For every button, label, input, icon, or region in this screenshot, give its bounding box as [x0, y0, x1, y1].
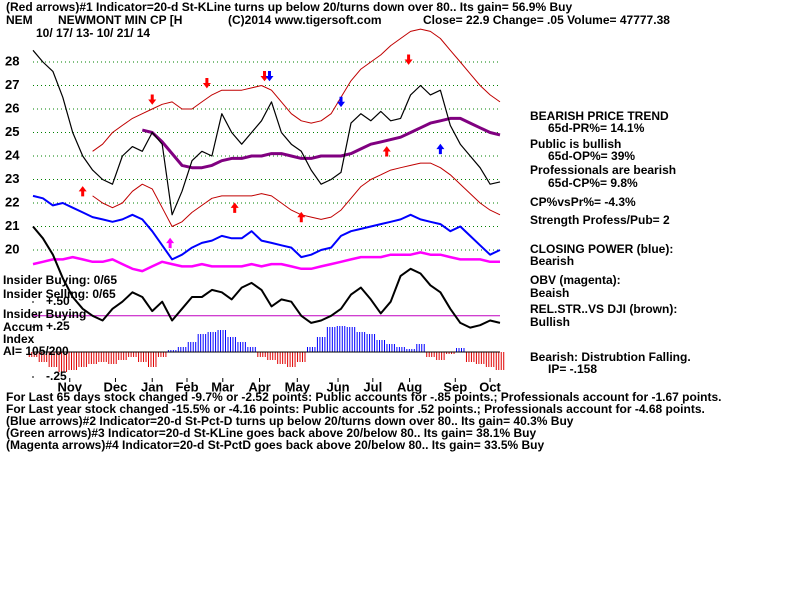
x-tick-label: Dec [104, 379, 128, 394]
status-text: Professionals are bearish [530, 163, 676, 177]
status-text: Bullish [530, 315, 570, 329]
y-tick-label: 27 [5, 77, 19, 92]
x-tick-label: Sep [443, 379, 467, 394]
left-label: Insider Selling: 0/65 [3, 287, 116, 301]
quote: Close= 22.9 Change= .05 Volume= 47777.38 [423, 13, 670, 27]
status-text: Beaish [530, 286, 569, 300]
x-tick-label: Nov [57, 379, 82, 394]
signal-arrow [166, 237, 175, 249]
ai-tick-label: +.50 [46, 294, 70, 308]
signal-arrow [265, 70, 274, 82]
status-text: 65d-PR%= 14.1% [548, 121, 645, 135]
series-line [32, 49, 501, 216]
status-text: BEARISH PRICE TREND [530, 109, 669, 123]
y-tick-label: 23 [5, 171, 19, 186]
company-name: NEWMONT MIN CP [H [58, 13, 182, 27]
status-text: IP= -.158 [548, 362, 597, 376]
header-line: (Red arrows)#1 Indicator=20-d St-KLine t… [6, 0, 572, 14]
footer-line: (Blue arrows)#2 Indicator=20-d St-Pct-D … [6, 414, 574, 428]
status-text: Bearish: Distrubtion Falling. [530, 350, 691, 364]
status-text: Public is bullish [530, 137, 621, 151]
status-text: 65d-CP%= 9.8% [548, 176, 638, 190]
symbol: NEM [6, 13, 33, 27]
series-line [32, 225, 501, 329]
y-tick-label: 25 [5, 124, 19, 139]
x-tick-label: Jan [141, 379, 163, 394]
x-tick-label: Mar [211, 379, 234, 394]
date-range: 10/ 17/ 13- 10/ 21/ 14 [36, 26, 150, 40]
y-tick-label: 24 [5, 147, 20, 162]
y-tick-label: 22 [5, 194, 19, 209]
signal-arrow [230, 202, 239, 213]
footer-line: (Green arrows)#3 Indicator=20-d St-KLine… [6, 426, 537, 440]
signal-arrow [297, 211, 306, 223]
series-line [32, 194, 501, 261]
signal-arrow [202, 78, 211, 89]
x-tick-label: Jul [363, 379, 382, 394]
status-text: CLOSING POWER (blue): [530, 242, 673, 256]
left-label: Insider Buying [3, 307, 86, 321]
series-line [141, 116, 501, 170]
y-tick-label: 20 [5, 241, 19, 256]
signal-arrow [436, 143, 445, 155]
y-tick-label: 26 [5, 100, 19, 115]
x-tick-label: May [285, 379, 311, 394]
copyright: (C)2014 www.tigersoft.com [228, 13, 382, 27]
left-label: Insider Buying: 0/65 [3, 273, 117, 287]
signal-arrow [78, 186, 87, 197]
left-label: AI= 105/200 [3, 344, 69, 358]
y-tick-label: 28 [5, 53, 19, 68]
x-tick-label: Jun [326, 379, 349, 394]
series-line [32, 251, 500, 273]
footer-line: (Magenta arrows)#4 Indicator=20-d St-Pct… [6, 438, 545, 452]
series-line [92, 28, 501, 152]
status-text: REL.STR..VS DJI (brown): [530, 302, 677, 316]
signal-arrow [404, 54, 413, 65]
x-tick-label: Aug [397, 379, 422, 394]
signal-arrow [337, 96, 346, 108]
left-label: Index [3, 332, 35, 346]
signal-arrow [382, 146, 391, 157]
x-tick-label: Oct [479, 379, 501, 394]
status-text: Bearish [530, 254, 574, 268]
x-tick-label: Apr [248, 379, 270, 394]
series-line [92, 162, 501, 227]
status-text: CP%vsPr%= -4.3% [530, 195, 636, 209]
plot-area [28, 28, 505, 382]
signal-arrow [148, 94, 157, 105]
status-text: 65d-OP%= 39% [548, 149, 635, 163]
ai-tick-label: -.25 [46, 369, 67, 383]
status-text: OBV (magenta): [530, 273, 621, 287]
ai-tick-label: +.25 [46, 319, 70, 333]
left-label: Accum [3, 320, 43, 334]
y-tick-label: 21 [5, 218, 19, 233]
footer-line: For Last year stock changed -15.5% or -4… [6, 402, 705, 416]
signal-arrow [260, 70, 269, 82]
footer-line: For Last 65 days stock changed -9.7% or … [6, 390, 722, 404]
x-tick-label: Feb [175, 379, 198, 394]
status-text: Strength Profess/Pub= 2 [530, 213, 670, 227]
